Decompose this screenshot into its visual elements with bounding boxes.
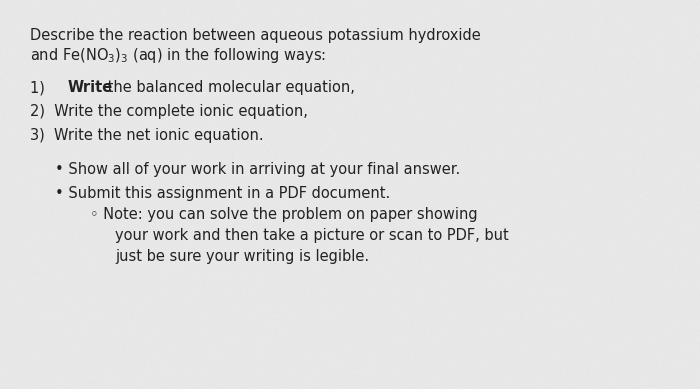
Text: 2)  Write the complete ionic equation,: 2) Write the complete ionic equation, [30,104,308,119]
Text: and Fe(NO$_3$)$_3$ (aq) in the following ways:: and Fe(NO$_3$)$_3$ (aq) in the following… [30,46,326,65]
Text: ◦ Note: you can solve the problem on paper showing: ◦ Note: you can solve the problem on pap… [90,207,477,222]
Text: Describe the reaction between aqueous potassium hydroxide: Describe the reaction between aqueous po… [30,28,481,43]
Text: • Show all of your work in arriving at your final answer.: • Show all of your work in arriving at y… [55,162,461,177]
Text: just be sure your writing is legible.: just be sure your writing is legible. [115,249,369,264]
Text: • Submit this assignment in a PDF document.: • Submit this assignment in a PDF docume… [55,186,391,201]
Text: your work and then take a picture or scan to PDF, but: your work and then take a picture or sca… [115,228,509,243]
Text: the balanced molecular equation,: the balanced molecular equation, [103,80,355,95]
Text: Write: Write [68,80,113,95]
Text: 3)  Write the net ionic equation.: 3) Write the net ionic equation. [30,128,264,143]
Text: 1): 1) [30,80,54,95]
